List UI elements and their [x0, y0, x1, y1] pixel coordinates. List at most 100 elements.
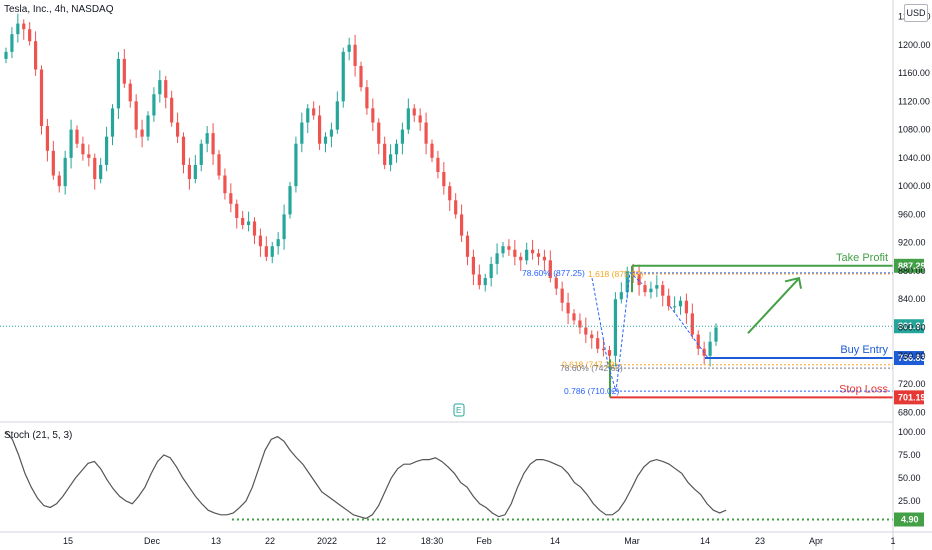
candle-body [400, 129, 405, 144]
level-tag: 887.29 [898, 261, 926, 271]
time-tick-label: Mar [624, 536, 640, 546]
candle-body [536, 253, 541, 257]
candle-body [187, 164, 192, 180]
time-tick-label: 12 [376, 536, 386, 546]
candle-body [672, 306, 677, 308]
candle-body [39, 69, 44, 127]
price-tick-label: 680.00 [898, 407, 926, 417]
candle-body [75, 129, 79, 144]
fib-label: 78.60% (742.63) [560, 363, 623, 373]
candle-body [465, 235, 470, 257]
current-price-tag: 801.84 [898, 321, 926, 331]
price-tick-label: 1040.00 [898, 153, 931, 163]
time-tick-label: 22 [265, 536, 275, 546]
candle-body [442, 172, 446, 187]
candle-body [252, 221, 257, 236]
candle-body [590, 334, 594, 339]
candle-body [454, 200, 458, 215]
current-price-tag-bg [894, 319, 924, 334]
stochastic-panel: 4.90 [5, 431, 924, 527]
candle-body [241, 217, 245, 226]
time-tick-label: 13 [211, 536, 221, 546]
stoch-tick-label: 100.00 [898, 427, 926, 437]
candle-body [175, 122, 180, 137]
price-tick-label: 720.00 [898, 379, 926, 389]
candle-body [217, 154, 221, 176]
price-tick-label: 840.00 [898, 294, 926, 304]
candle-body [584, 327, 588, 335]
candle-body [613, 299, 618, 356]
candle-body [359, 65, 363, 88]
candle-body [714, 327, 718, 342]
candle-body [164, 80, 168, 98]
price-tick-label: 920.00 [898, 238, 926, 248]
projection-arrowhead [784, 276, 802, 289]
currency-badge[interactable]: USD [904, 4, 928, 22]
candle-body [471, 256, 476, 275]
candle-body [436, 157, 440, 172]
candle-body [235, 203, 239, 218]
candle-body [312, 108, 316, 116]
candle-body [93, 157, 97, 180]
candle-body [104, 136, 109, 165]
candle-body [223, 175, 227, 194]
candle-body [276, 239, 280, 247]
candle-body [495, 253, 499, 264]
price-tick-label: 800.00 [898, 323, 926, 333]
candle-body [513, 249, 517, 257]
candle-body [560, 288, 564, 303]
levels: 801.84 887.29 Take Profit 756.83 Buy Entry 70… [0, 252, 926, 417]
candle-body [542, 256, 547, 261]
time-tick-label: 1 [890, 536, 895, 546]
candle-body [152, 94, 156, 116]
price-tick-label: 1120.00 [898, 96, 930, 106]
candle-body [667, 295, 671, 307]
time-tick-label: 15 [63, 536, 73, 546]
candle-body [572, 313, 576, 321]
candle-body [140, 129, 144, 137]
candle-body [205, 133, 209, 144]
candle-body [246, 221, 251, 226]
candle-body [282, 214, 286, 240]
time-tick-label: 14 [550, 536, 560, 546]
candle-body [353, 44, 357, 66]
candle-body [554, 278, 558, 289]
candle-body [601, 348, 606, 351]
time-tick-label: 2022 [317, 536, 337, 546]
stoch-tick-label: 25.00 [898, 496, 921, 506]
stoch-tag-bg [894, 512, 924, 527]
candle-body [489, 263, 493, 279]
candle-body [566, 302, 570, 314]
candle-body [507, 246, 511, 250]
harmonic-leg [669, 306, 709, 359]
candle-body [448, 186, 452, 201]
candle-body [211, 133, 215, 155]
candle-body [116, 58, 121, 109]
candle-body [4, 51, 8, 59]
candle-body [22, 23, 26, 30]
level-tag-bg [894, 390, 924, 405]
stoch-line [5, 431, 727, 520]
candle-body [596, 338, 600, 349]
candle-body [347, 44, 351, 52]
time-tick-label: 23 [755, 536, 765, 546]
time-tick-label: 14 [700, 536, 710, 546]
candle-body [418, 115, 422, 123]
fib-label: 0.786 (710.02) [564, 386, 619, 396]
level-tag: 756.83 [898, 353, 926, 363]
candle-body [501, 246, 505, 254]
candle-body [33, 41, 38, 70]
candle-body [288, 186, 292, 215]
candle-body [69, 129, 73, 158]
candle-body [170, 97, 174, 123]
candle-body [412, 108, 416, 116]
candle-body [430, 143, 434, 158]
candle-body [323, 136, 328, 144]
candle-body [483, 278, 487, 286]
level-tag: 701.19 [898, 392, 926, 402]
candle-body [406, 108, 410, 130]
candle-body [607, 350, 612, 356]
candle-body [181, 136, 186, 165]
